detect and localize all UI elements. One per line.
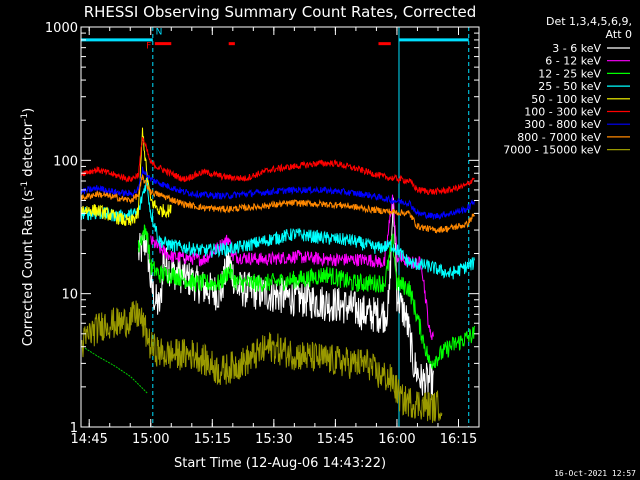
- plot-frame: [80, 26, 480, 428]
- y-axis: 1 10 100 1000: [45, 21, 479, 436]
- series-line-7: [80, 174, 475, 234]
- chart-title: RHESSI Observing Summary Count Rates, Co…: [84, 3, 477, 21]
- y-tick-label: 1000: [45, 21, 78, 36]
- x-tick-label: 15:00: [132, 432, 169, 447]
- x-tick-label: 15:30: [255, 432, 292, 447]
- footer-timestamp: 16-Oct-2021 12:57: [554, 469, 636, 478]
- y-tick-label: 100: [53, 154, 78, 169]
- legend-label-1: 6 - 12 keV: [545, 55, 601, 68]
- legend-label-0: 3 - 6 keV: [552, 42, 601, 55]
- legend-label-2: 12 - 25 keV: [538, 67, 601, 80]
- y-axis-label-end: ): [21, 108, 36, 113]
- legend-label-4: 50 - 100 keV: [531, 93, 601, 106]
- y-tick-label: 1: [70, 421, 78, 436]
- legend-label-7: 800 - 7000 keV: [517, 131, 601, 144]
- y-axis-label-mid: detector: [21, 121, 36, 181]
- y-axis-label-sup2: -1: [20, 113, 30, 122]
- legend-label-8: 7000 - 15000 keV: [503, 144, 601, 157]
- legend-label-6: 300 - 800 keV: [524, 118, 601, 131]
- x-tick-label: 15:15: [194, 432, 231, 447]
- x-axis-label: Start Time (12-Aug-06 14:43:22): [174, 456, 386, 471]
- series-line-6: [80, 166, 475, 221]
- series-line-2: [137, 224, 476, 370]
- y-axis-label: Corrected Count Rate (s-1 detector-1): [20, 108, 36, 346]
- series-line-8: [80, 300, 443, 423]
- flag-label-F: F: [146, 41, 151, 51]
- x-tick-label: 15:45: [317, 432, 354, 447]
- x-tick-label: 16:15: [440, 432, 477, 447]
- series-line-3: [80, 177, 475, 280]
- legend-header-line-1: Det 1,3,4,5,6,9,: [546, 15, 632, 28]
- y-axis-label-sup1: -1: [20, 181, 30, 190]
- y-axis-label-main: Corrected Count Rate (s: [21, 190, 36, 347]
- y-tick-label: 10: [61, 288, 78, 303]
- x-tick-label: 14:45: [70, 432, 107, 447]
- x-axis: 14:45 15:00 15:15 15:30 15:45 16:00 16:15: [70, 27, 480, 447]
- series-layer: FN: [80, 27, 476, 427]
- legend-label-3: 25 - 50 keV: [538, 80, 601, 93]
- series-line-5: [80, 136, 475, 196]
- fragment-curve: [84, 347, 148, 394]
- x-tick-label: 16:00: [378, 432, 415, 447]
- legend-label-5: 100 - 300 keV: [524, 106, 601, 119]
- flag-label-N: N: [156, 27, 163, 37]
- legend-header-line-2: Att 0: [606, 28, 632, 41]
- series-line-0: [137, 197, 434, 400]
- series-line-4: [80, 127, 172, 227]
